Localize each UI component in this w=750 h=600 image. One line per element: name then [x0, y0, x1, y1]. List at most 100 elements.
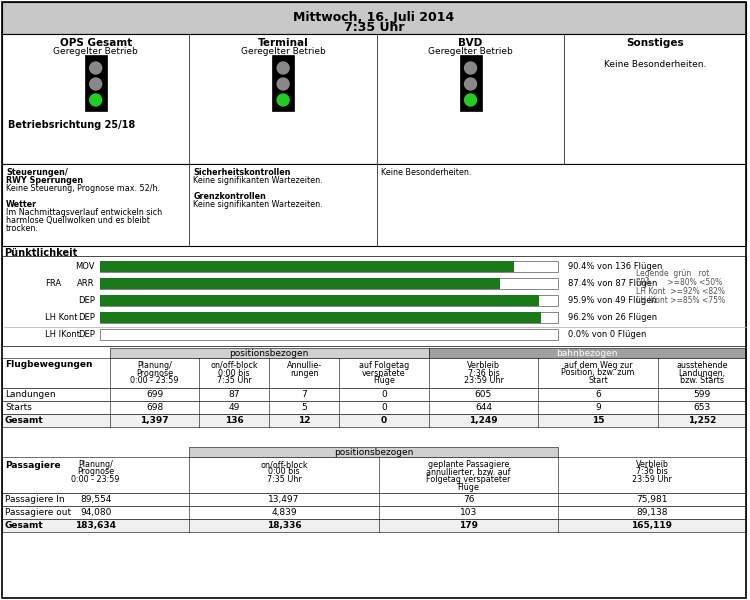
Bar [2, 164, 746, 246]
Text: trocken.: trocken. [6, 224, 39, 233]
Text: Passagiere out: Passagiere out [5, 508, 71, 517]
Text: 23:59 Uhr: 23:59 Uhr [464, 376, 503, 385]
Text: 9: 9 [596, 403, 601, 412]
Text: DEP: DEP [78, 296, 94, 305]
Text: 13,497: 13,497 [268, 495, 300, 504]
Text: ausstehende: ausstehende [676, 361, 728, 370]
Text: Sicherheitskontrollen: Sicherheitskontrollen [194, 168, 291, 177]
Text: Geregelter Betrieb: Geregelter Betrieb [53, 47, 138, 56]
Text: Sonstiges: Sonstiges [626, 38, 684, 48]
Text: 179: 179 [459, 521, 478, 530]
Text: 653: 653 [693, 403, 710, 412]
Text: Geregelter Betrieb: Geregelter Betrieb [428, 47, 513, 56]
Bar [100, 312, 558, 323]
Bar [100, 278, 558, 289]
Text: Gesamt: Gesamt [5, 416, 44, 425]
Text: ARR: ARR [77, 279, 94, 288]
Text: LH IKont >=85% <75%: LH IKont >=85% <75% [636, 296, 725, 305]
Bar [100, 261, 514, 272]
Text: 90.4% von 136 Flügen: 90.4% von 136 Flügen [568, 262, 662, 271]
Text: Planung/: Planung/ [137, 361, 172, 370]
Text: auf dem Weg zur: auf dem Weg zur [564, 361, 632, 370]
Text: Position, bzw. zum: Position, bzw. zum [562, 368, 635, 377]
Circle shape [464, 62, 476, 74]
Text: positionsbezogen: positionsbezogen [230, 349, 309, 358]
Bar [460, 55, 482, 111]
Text: Starts: Starts [5, 403, 32, 412]
Text: 136: 136 [225, 416, 244, 425]
Text: bzw. Starts: bzw. Starts [680, 376, 724, 385]
Text: 87: 87 [229, 390, 240, 399]
Text: 0:00 - 23:59: 0:00 - 23:59 [71, 475, 120, 484]
Text: verspätete: verspätete [362, 368, 406, 377]
Text: OPS Gesamt: OPS Gesamt [59, 38, 132, 48]
Text: 7: 7 [302, 390, 307, 399]
Text: Geregelter Betrieb: Geregelter Betrieb [241, 47, 326, 56]
Text: 96.2% von 26 Flügen: 96.2% von 26 Flügen [568, 313, 657, 322]
Text: rungen: rungen [290, 368, 318, 377]
Text: Keine Besonderheiten.: Keine Besonderheiten. [381, 168, 471, 177]
Text: Legende  grün   rot: Legende grün rot [636, 269, 710, 278]
Text: 183,634: 183,634 [75, 521, 116, 530]
Circle shape [278, 78, 289, 90]
Text: Passagiere: Passagiere [5, 461, 61, 470]
Text: 6: 6 [596, 390, 601, 399]
Bar [2, 34, 746, 164]
Text: positionsbezogen: positionsbezogen [334, 448, 413, 457]
Text: Im Nachmittagsverlauf entwickeln sich: Im Nachmittagsverlauf entwickeln sich [6, 208, 162, 217]
Text: Gesamt: Gesamt [5, 521, 44, 530]
Text: Betriebsrichtung 25/18: Betriebsrichtung 25/18 [8, 120, 135, 130]
Text: 103: 103 [460, 508, 477, 517]
Text: 1,252: 1,252 [688, 416, 716, 425]
Bar [190, 447, 558, 457]
Bar [2, 401, 746, 414]
Text: 0: 0 [381, 390, 387, 399]
Text: Passagiere In: Passagiere In [5, 495, 64, 504]
Text: Flüge: Flüge [373, 376, 394, 385]
Text: 7:35 Uhr: 7:35 Uhr [267, 475, 302, 484]
Text: Prognose: Prognose [77, 467, 114, 476]
Text: Folgetag verspäteter: Folgetag verspäteter [426, 475, 511, 484]
Text: Terminal: Terminal [258, 38, 308, 48]
Text: bahnbezogen: bahnbezogen [556, 349, 618, 358]
Circle shape [464, 78, 476, 90]
Bar [2, 493, 746, 506]
Text: 49: 49 [229, 403, 240, 412]
Bar [2, 519, 746, 532]
Circle shape [278, 62, 289, 74]
Text: Grenzkontrollen: Grenzkontrollen [194, 192, 266, 201]
Text: LH IKont: LH IKont [45, 330, 80, 339]
Text: Keine Besonderheiten.: Keine Besonderheiten. [604, 60, 706, 69]
Bar [2, 414, 746, 427]
Text: auf Folgetag: auf Folgetag [358, 361, 409, 370]
Bar [429, 348, 746, 358]
Text: annullierter, bzw. auf: annullierter, bzw. auf [426, 467, 511, 476]
Text: Keine signifikanten Wartezeiten.: Keine signifikanten Wartezeiten. [194, 176, 323, 185]
Text: Annullie-: Annullie- [286, 361, 322, 370]
Text: Landungen: Landungen [5, 390, 55, 399]
Text: RWY Sperrungen: RWY Sperrungen [6, 176, 83, 185]
Circle shape [90, 78, 102, 90]
Text: Steuerungen/: Steuerungen/ [6, 168, 68, 177]
Text: 4,839: 4,839 [272, 508, 297, 517]
Text: 644: 644 [475, 403, 492, 412]
Text: on/off-block: on/off-block [260, 460, 308, 469]
Text: Wetter: Wetter [6, 200, 37, 209]
Text: Start: Start [588, 376, 608, 385]
Bar [2, 2, 746, 34]
Bar [100, 278, 500, 289]
Text: 89,554: 89,554 [80, 495, 112, 504]
Circle shape [278, 94, 289, 106]
Text: 23:59 Uhr: 23:59 Uhr [632, 475, 672, 484]
Text: DEP: DEP [78, 330, 94, 339]
Text: Verbleib: Verbleib [635, 460, 668, 469]
Bar [2, 358, 746, 388]
Text: Planung/: Planung/ [78, 460, 113, 469]
Text: 15: 15 [592, 416, 604, 425]
Text: 75,981: 75,981 [636, 495, 668, 504]
Text: 7:36 bis: 7:36 bis [636, 467, 668, 476]
Text: BVD: BVD [458, 38, 483, 48]
Text: DEP: DEP [78, 313, 94, 322]
Text: 698: 698 [146, 403, 164, 412]
Bar [100, 295, 558, 306]
